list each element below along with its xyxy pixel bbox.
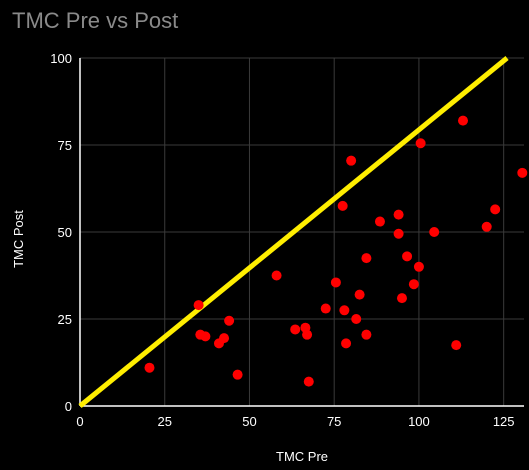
data-point (144, 362, 155, 373)
x-tick-label: 75 (327, 414, 341, 429)
x-tick-label: 0 (76, 414, 83, 429)
data-point (374, 216, 385, 227)
data-point (302, 329, 313, 340)
tick-labels: 0 25 50 75 100 125 0 25 50 75 100 (50, 51, 514, 429)
x-axis-title: TMC Pre (276, 449, 328, 464)
data-point (341, 338, 352, 349)
data-point (290, 324, 301, 335)
data-point (330, 277, 341, 288)
data-point (457, 115, 468, 126)
data-point (320, 303, 331, 314)
data-point (408, 279, 419, 290)
x-tick-label: 125 (493, 414, 515, 429)
chart-title: TMC Pre vs Post (12, 8, 178, 33)
data-point (429, 227, 440, 237)
data-point (517, 167, 528, 178)
data-point (393, 228, 404, 239)
y-tick-label: 100 (50, 51, 72, 66)
data-points (144, 115, 528, 387)
data-point (361, 253, 372, 264)
x-tick-label: 50 (242, 414, 256, 429)
x-tick-label: 100 (408, 414, 430, 429)
data-point (351, 314, 362, 324)
data-point (396, 293, 407, 304)
data-point (413, 261, 424, 272)
data-point (415, 138, 426, 149)
data-point (339, 305, 350, 316)
data-point (271, 270, 282, 281)
y-axis-title: TMC Post (11, 210, 26, 268)
x-tick-label: 25 (157, 414, 171, 429)
reference-line (78, 56, 509, 408)
data-point (200, 331, 211, 342)
data-point (361, 329, 372, 340)
data-point (219, 333, 230, 344)
data-point (346, 155, 357, 166)
data-point (337, 200, 348, 211)
y-tick-label: 50 (58, 225, 72, 240)
y-tick-label: 25 (58, 312, 72, 327)
data-point (481, 221, 492, 232)
data-point (393, 209, 404, 220)
data-point (232, 369, 243, 380)
data-point (193, 300, 204, 311)
data-point (224, 315, 235, 326)
y-tick-label: 0 (65, 399, 72, 414)
data-point (490, 204, 501, 215)
axes (79, 58, 524, 407)
data-point (354, 289, 365, 300)
data-point (451, 340, 462, 351)
data-point (402, 251, 413, 262)
y-tick-label: 75 (58, 138, 72, 153)
data-point (303, 376, 314, 387)
